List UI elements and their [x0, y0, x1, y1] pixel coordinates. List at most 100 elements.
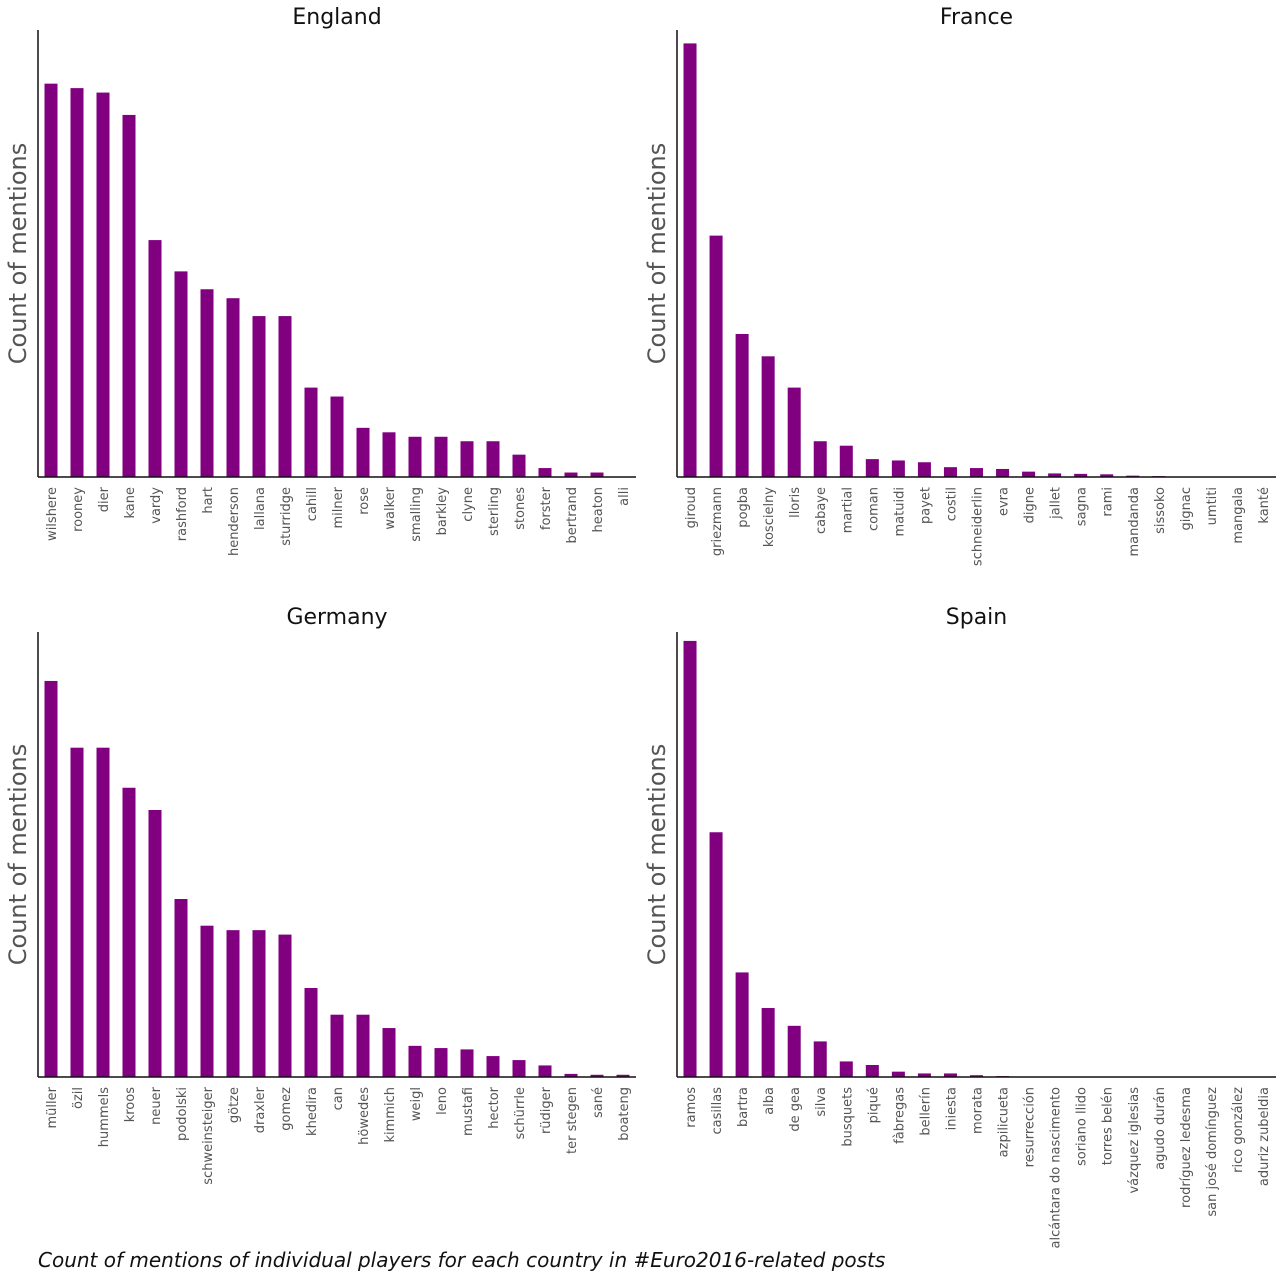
spain-bar	[969, 1075, 984, 1077]
france-tick-label: digne	[1023, 487, 1038, 523]
france-tick-label: umtiti	[1205, 487, 1220, 525]
france-tick-label: gignac	[1179, 487, 1194, 530]
england-bar	[174, 271, 188, 477]
spain-tick-label: aduriz zubeldia	[1257, 1087, 1272, 1186]
spain-bar	[735, 972, 749, 1077]
spain-bar	[761, 1008, 775, 1077]
spain-tick-label: morata	[971, 1087, 986, 1134]
spain-tick-label: vázquez iglesias	[1127, 1087, 1142, 1194]
germany-tick-label: podolski	[175, 1087, 190, 1141]
england-bar	[70, 88, 84, 478]
england-tick-label: forster	[539, 486, 554, 530]
spain-bar	[787, 1025, 801, 1077]
germany-tick-label: rüdiger	[539, 1086, 554, 1134]
spain-tick-label: resurrección	[1023, 1087, 1038, 1167]
england-bar	[538, 468, 552, 477]
germany-tick-label: hummels	[97, 1087, 112, 1147]
spain-tick-label: busquets	[840, 1087, 855, 1147]
spain-bar	[891, 1071, 905, 1077]
germany-bar	[590, 1074, 604, 1077]
germany-bar	[330, 1014, 344, 1077]
england-tick-label: dier	[97, 486, 112, 512]
spain-bar	[813, 1041, 827, 1077]
germany-tick-label: leno	[435, 1087, 450, 1115]
england-bar	[460, 441, 474, 477]
figure-caption: Count of mentions of individual players …	[38, 1248, 886, 1272]
germany-bar	[278, 934, 292, 1077]
spain-bar	[839, 1061, 853, 1077]
spain-tick-label: alcántara do nascimento	[1049, 1087, 1064, 1249]
germany-bar	[486, 1056, 500, 1077]
germany-tick-label: özil	[71, 1087, 86, 1109]
france-bar	[943, 467, 957, 477]
germany-bar	[96, 747, 110, 1077]
spain-tick-label: agudo durán	[1153, 1087, 1168, 1170]
france-bar	[761, 356, 775, 477]
england-tick-label: sturridge	[279, 487, 294, 546]
france-bar	[917, 462, 931, 477]
england-tick-label: heaton	[591, 487, 606, 533]
germany-bar	[122, 787, 136, 1077]
england-tick-label: lallana	[253, 487, 268, 530]
germany-bar	[538, 1065, 552, 1077]
germany-bar	[564, 1073, 578, 1077]
france-bar	[1100, 474, 1114, 477]
france-bar	[683, 43, 697, 477]
france-title: France	[940, 5, 1013, 30]
france-tick-label: jallet	[1049, 487, 1064, 520]
france-bar	[787, 387, 801, 477]
germany-bar	[44, 680, 58, 1077]
france-y-axis-label: Count of mentions	[643, 143, 671, 365]
england-bar	[590, 472, 604, 477]
spain-y-axis-label: Count of mentions	[643, 744, 671, 966]
france-tick-label: costil	[944, 487, 959, 521]
france-bar	[1022, 471, 1036, 477]
france-bar	[1074, 473, 1088, 477]
england-bar	[200, 289, 214, 477]
germany-tick-label: ter stegen	[565, 1087, 580, 1154]
france-tick-label: giroud	[684, 487, 699, 528]
france-bar	[839, 445, 853, 477]
germany-bar	[382, 1028, 396, 1077]
england-tick-label: rose	[357, 487, 372, 515]
france-bar	[709, 235, 723, 477]
england-bar	[96, 92, 110, 477]
germany-tick-label: boateng	[617, 1087, 632, 1141]
france-bar	[1048, 473, 1062, 477]
spain-tick-label: bellerín	[918, 1087, 933, 1136]
germany-bar	[252, 930, 266, 1077]
england-tick-label: cahill	[305, 487, 320, 521]
england-chart: England Count of mentions wilshere rooney di…	[0, 0, 640, 600]
england-tick-label: barkley	[435, 487, 450, 536]
germany-bar	[304, 988, 318, 1077]
germany-tick-label: schürrle	[513, 1087, 528, 1139]
england-bar	[304, 387, 318, 477]
france-tick-label: payet	[918, 487, 933, 524]
england-title: England	[292, 5, 381, 30]
germany-bar	[408, 1045, 422, 1077]
spain-tick-label: rodríguez ledesma	[1179, 1087, 1194, 1208]
england-tick-label: bertrand	[565, 487, 580, 544]
france-tick-label: cabaye	[814, 487, 829, 534]
spain-tick-label: silva	[814, 1087, 829, 1117]
germany-tick-label: götze	[227, 1087, 242, 1123]
spain-chart-svg: Spain Count of mentions ramos casillas bartr…	[643, 605, 1276, 1249]
france-tick-label: pogba	[736, 487, 751, 528]
england-bar	[226, 298, 240, 477]
france-bar	[969, 468, 984, 477]
spain-tick-label: azpilicueta	[997, 1087, 1012, 1157]
spain-tick-label: ramos	[684, 1087, 699, 1128]
spain-bar	[943, 1073, 957, 1077]
spain-chart: Spain Count of mentions ramos casillas bartr…	[640, 600, 1280, 1280]
germany-title: Germany	[286, 605, 387, 630]
england-chart-svg: England Count of mentions wilshere rooney di…	[4, 5, 636, 556]
spain-tick-label: alba	[762, 1087, 777, 1115]
england-tick-label: sterling	[487, 487, 502, 536]
spain-tick-label: piqué	[866, 1087, 881, 1123]
germany-tick-label: müller	[45, 1086, 60, 1128]
england-bar	[408, 436, 422, 477]
germany-tick-label: khedira	[305, 1087, 320, 1136]
england-tick-label: rashford	[175, 487, 190, 541]
germany-bar	[226, 930, 240, 1077]
england-tick-label: vardy	[149, 487, 164, 524]
